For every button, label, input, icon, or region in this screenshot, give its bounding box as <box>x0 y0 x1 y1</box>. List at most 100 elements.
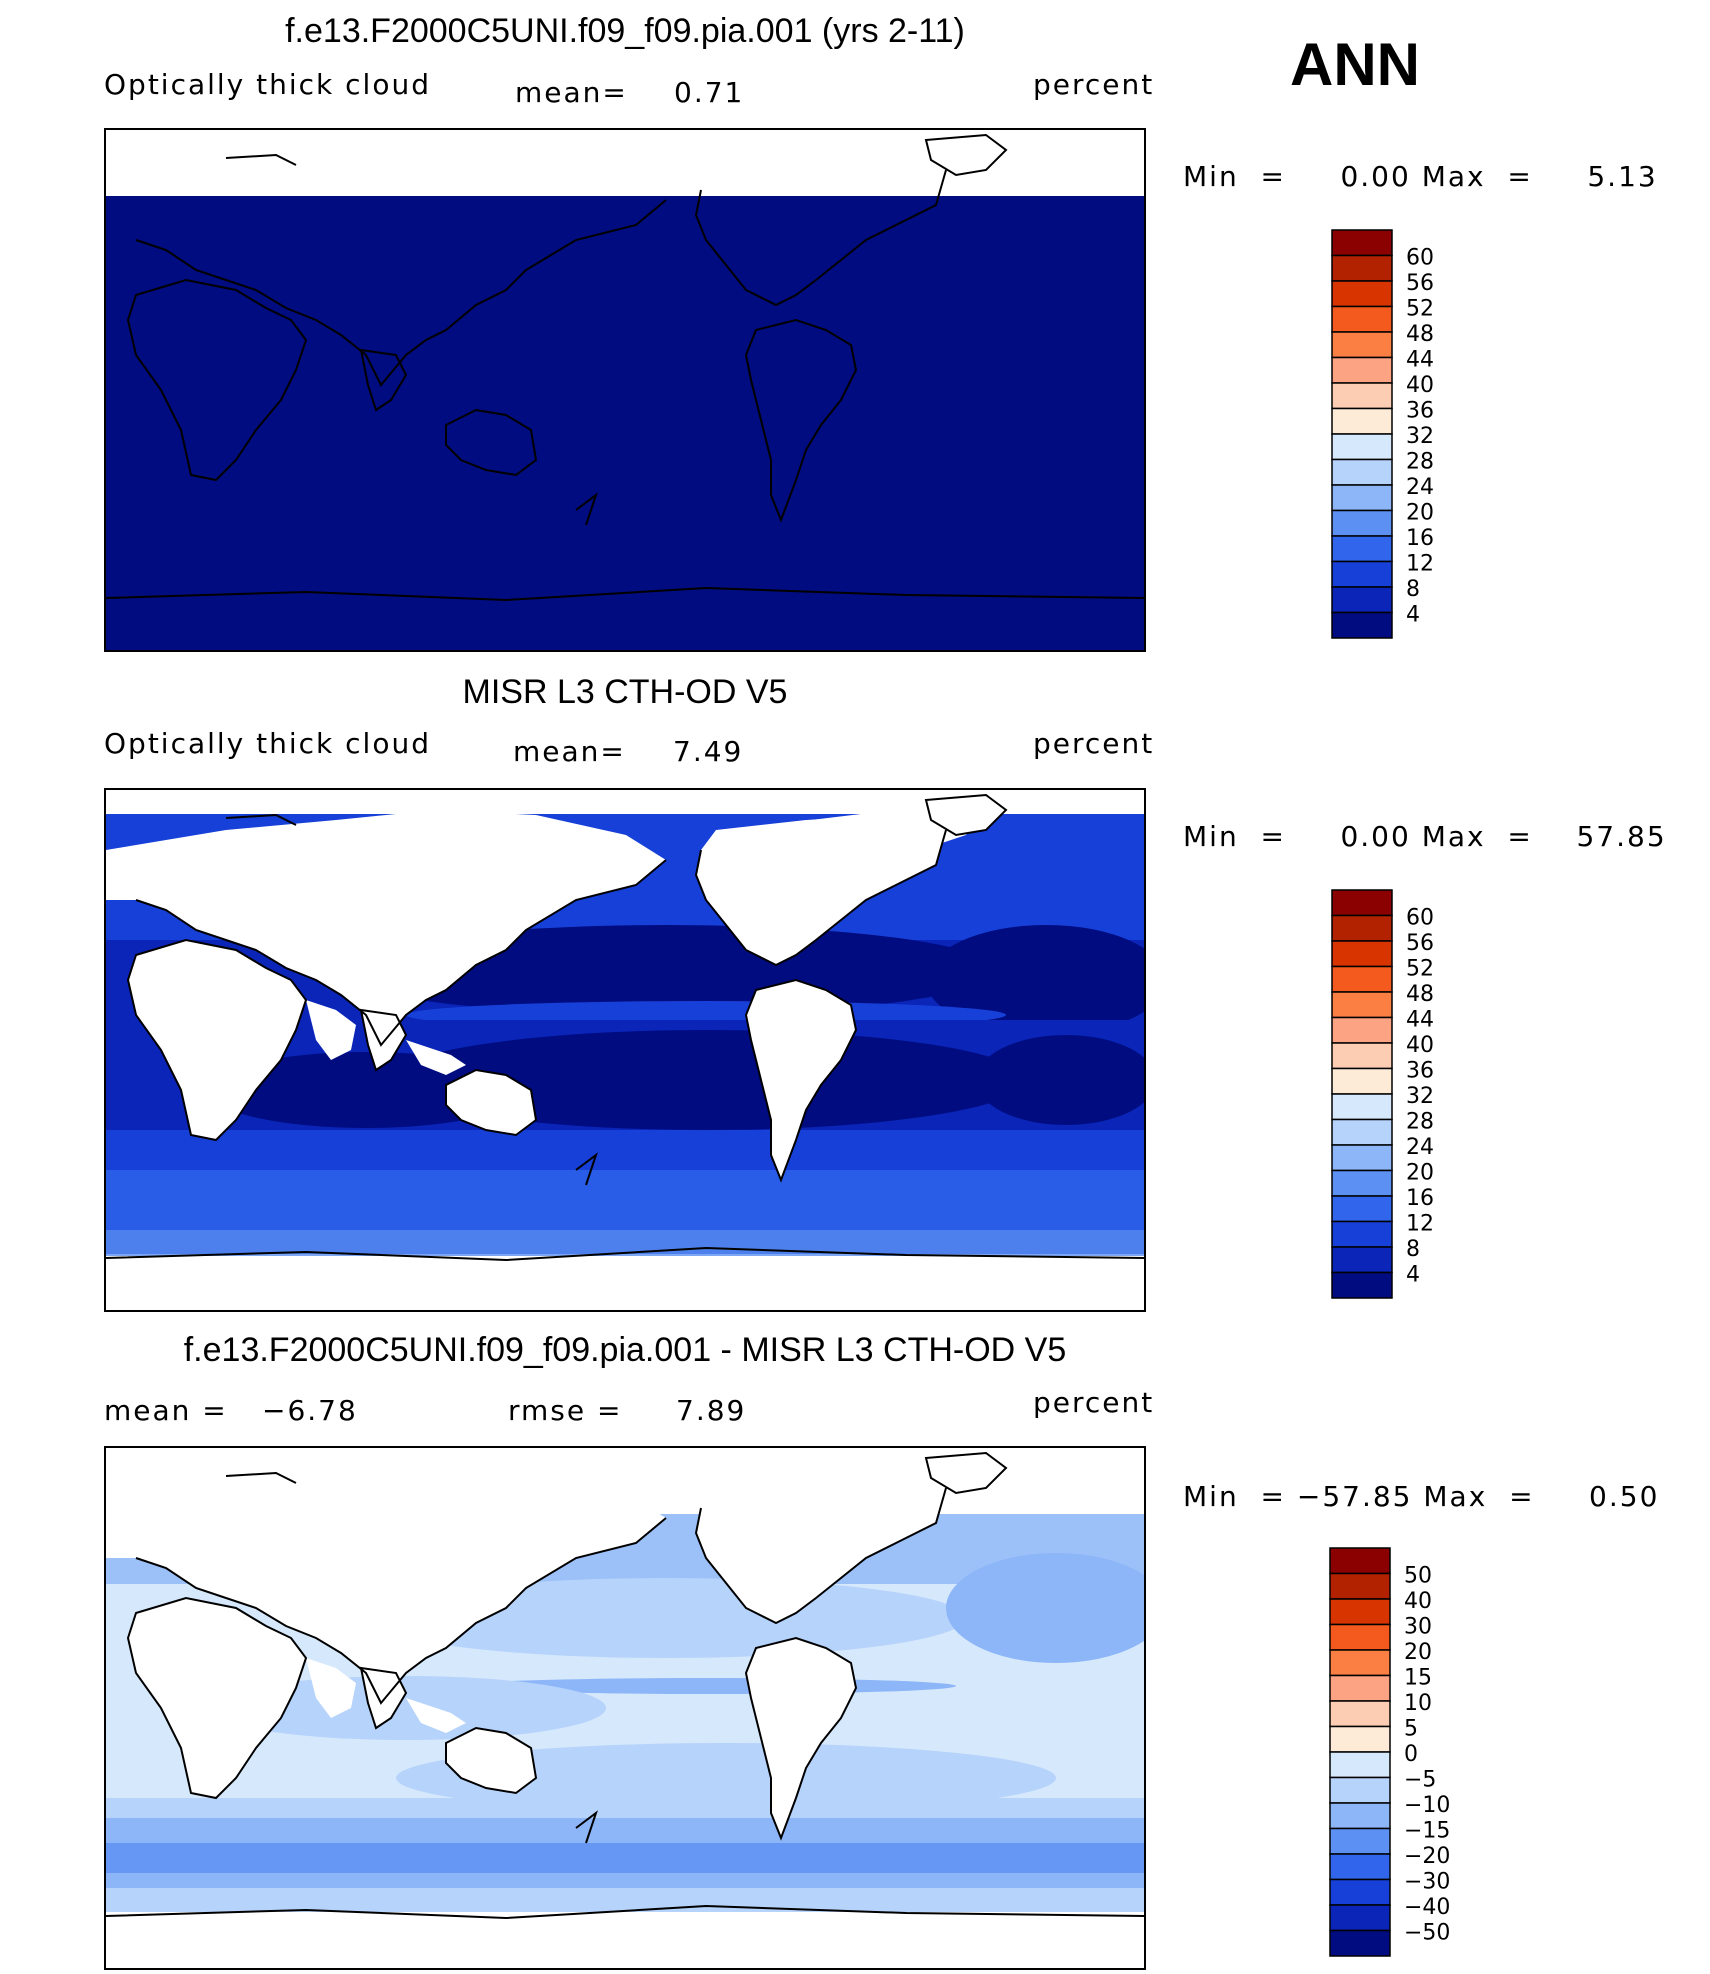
panel-1-colorbar-tick-label: 28 <box>1406 450 1434 475</box>
panel-2-colorbar-tick-label: 4 <box>1406 1263 1420 1288</box>
panel-1-colorbar-color-box <box>1331 509 1393 537</box>
panel-3-mean-label: mean = <box>104 1394 228 1427</box>
panel-2-colorbar-tick-label: 32 <box>1406 1084 1434 1109</box>
panel-3-max-label: Max <box>1423 1480 1488 1513</box>
panel-3-colorbar-color-box <box>1329 1802 1391 1830</box>
panel-2-units: percent <box>1033 727 1155 760</box>
panel-3-rmse-value: 7.89 <box>676 1394 747 1427</box>
panel-2-colorbar-color-box <box>1331 1271 1393 1299</box>
panel-1-colorbar-tick-label: 56 <box>1406 271 1434 296</box>
panel-1-units: percent <box>1033 68 1155 101</box>
panel-2-variable-label: Optically thick cloud <box>104 727 431 760</box>
panel-2-map <box>104 788 1146 1312</box>
panel-2-colorbar-tick-label: 40 <box>1406 1033 1434 1058</box>
panel-1-colorbar-tick-label: 20 <box>1406 501 1434 526</box>
panel-1-colorbar-color-box <box>1331 535 1393 563</box>
panel-2-colorbar-tick-label: 8 <box>1406 1237 1420 1262</box>
season-label: ANN <box>1290 31 1420 98</box>
panel-2-colorbar-color-box <box>1331 1016 1393 1044</box>
panel-2-min-value: 0.00 <box>1340 820 1411 853</box>
panel-3-colorbar-tick-label: 15 <box>1404 1666 1432 1691</box>
panel-2-colorbar-color-box <box>1331 1220 1393 1248</box>
panel-3-colorbar-tick-label: 40 <box>1404 1589 1432 1614</box>
panel-1-minmax: Min = 0.00 Max = 5.13 <box>1183 160 1658 193</box>
panel-1-colorbar-tick-label: 4 <box>1406 603 1420 628</box>
panel-1-colorbar-tick-label: 40 <box>1406 373 1434 398</box>
panel-2-colorbar-tick-label: 48 <box>1406 982 1434 1007</box>
panel-1-title: f.e13.F2000C5UNI.f09_f09.pia.001 (yrs 2-… <box>285 12 965 50</box>
panel-2-colorbar-tick-label: 52 <box>1406 957 1434 982</box>
panel-3-colorbar-color-box <box>1329 1700 1391 1728</box>
panel-3-colorbar-tick-label: 30 <box>1404 1615 1432 1640</box>
panel-3-rmse-label: rmse = <box>508 1394 623 1427</box>
panel-2-colorbar-tick-label: 44 <box>1406 1008 1434 1033</box>
panel-3-colorbar-tick-label: −30 <box>1404 1870 1450 1895</box>
panel-1-colorbar-color-box <box>1331 305 1393 333</box>
panel-2-colorbar-color-box <box>1331 1169 1393 1197</box>
panel-3-min-label: Min <box>1183 1480 1239 1513</box>
panel-2-colorbar-color-box <box>1331 1118 1393 1146</box>
panel-1-colorbar-color-box <box>1331 254 1393 282</box>
panel-3-colorbar-tick-label: 5 <box>1404 1717 1418 1742</box>
panel-2-colorbar-color-box <box>1331 914 1393 942</box>
panel-2-colorbar-color-box <box>1331 1246 1393 1274</box>
panel-2-colorbar-color-box <box>1331 991 1393 1019</box>
panel-1-colorbar-tick-label: 12 <box>1406 552 1434 577</box>
panel-3-map <box>104 1446 1146 1970</box>
panel-2-colorbar-color-box <box>1331 1195 1393 1223</box>
panel-3-mean-value: −6.78 <box>262 1394 358 1427</box>
panel-1-colorbar-color-box <box>1331 560 1393 588</box>
panel-2-min-label: Min <box>1183 820 1239 853</box>
panel-3-colorbar-color-box <box>1329 1929 1391 1957</box>
panel-1-colorbar-color-box <box>1331 407 1393 435</box>
panel-3-units: percent <box>1033 1386 1155 1419</box>
panel-3-colorbar-color-box <box>1329 1623 1391 1651</box>
panel-2-colorbar-tick-label: 12 <box>1406 1212 1434 1237</box>
panel-1-colorbar-color-box <box>1331 611 1393 639</box>
panel-3-colorbar-tick-label: −15 <box>1404 1819 1450 1844</box>
panel-2-mean-label: mean= <box>513 735 626 768</box>
panel-3-colorbar-tick-label: −50 <box>1404 1921 1450 1946</box>
panel-1-mean-value: 0.71 <box>674 76 745 109</box>
panel-2-colorbar-color-box <box>1331 1144 1393 1172</box>
panel-2-colorbar-tick-label: 56 <box>1406 931 1434 956</box>
panel-3-minmax: Min = −57.85 Max = 0.50 <box>1183 1480 1660 1513</box>
panel-2-colorbar-tick-label: 36 <box>1406 1059 1434 1084</box>
panel-1-colorbar-color-box <box>1331 229 1393 257</box>
panel-2-colorbar-color-box <box>1331 1042 1393 1070</box>
panel-2-mean-value: 7.49 <box>673 735 744 768</box>
panel-3-colorbar-color-box <box>1329 1725 1391 1753</box>
panel-3-title: f.e13.F2000C5UNI.f09_f09.pia.001 - MISR … <box>183 1331 1067 1369</box>
panel-1-variable-label: Optically thick cloud <box>104 68 431 101</box>
panel-3-colorbar-tick-label: 20 <box>1404 1640 1432 1665</box>
panel-3-colorbar-tick-label: −40 <box>1404 1895 1450 1920</box>
panel-2-minmax: Min = 0.00 Max = 57.85 <box>1183 820 1667 853</box>
panel-1-colorbar-tick-label: 24 <box>1406 475 1434 500</box>
panel-3-colorbar-color-box <box>1329 1547 1391 1575</box>
panel-1-colorbar-color-box <box>1331 458 1393 486</box>
panel-3-colorbar-tick-label: 10 <box>1404 1691 1432 1716</box>
panel-1-min-value: 0.00 <box>1340 160 1411 193</box>
panel-3-colorbar-color-box <box>1329 1827 1391 1855</box>
panel-2-title: MISR L3 CTH-OD V5 <box>462 673 788 711</box>
panel-2-max-value: 57.85 <box>1576 820 1667 853</box>
panel-1-colorbar-tick-label: 44 <box>1406 348 1434 373</box>
panel-1-colorbar-tick-label: 48 <box>1406 322 1434 347</box>
panel-1-colorbar-tick-label: 8 <box>1406 577 1420 602</box>
panel-2-colorbar-color-box <box>1331 965 1393 993</box>
panel-3-colorbar-color-box <box>1329 1751 1391 1779</box>
panel-2-colorbar-tick-label: 16 <box>1406 1186 1434 1211</box>
panel-1-max-label: Max <box>1421 160 1486 193</box>
panel-1-max-value: 5.13 <box>1587 160 1658 193</box>
panel-2-max-label: Max <box>1421 820 1486 853</box>
panel-1-colorbar-tick-label: 16 <box>1406 526 1434 551</box>
panel-3-min-value: −57.85 <box>1296 1480 1413 1513</box>
panel-2-colorbar-tick-label: 28 <box>1406 1110 1434 1135</box>
panel-1-colorbar-tick-label: 32 <box>1406 424 1434 449</box>
panel-2-colorbar-color-box <box>1331 940 1393 968</box>
panel-1-min-label: Min <box>1183 160 1239 193</box>
panel-3-colorbar-tick-label: 50 <box>1404 1564 1432 1589</box>
panel-3-colorbar-color-box <box>1329 1904 1391 1932</box>
